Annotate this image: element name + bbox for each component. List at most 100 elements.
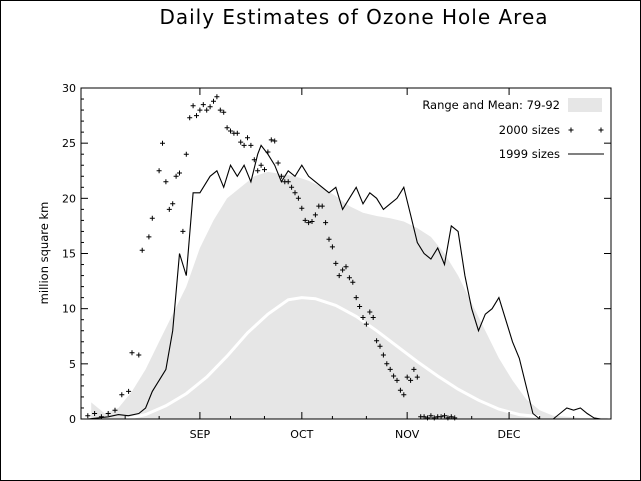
point-2000: [306, 220, 312, 226]
point-2000: [173, 173, 179, 179]
point-2000: [309, 219, 315, 224]
point-2000: [387, 366, 393, 372]
point-2000: [170, 201, 176, 207]
point-2000: [221, 109, 227, 115]
point-2000: [156, 168, 162, 174]
x-tick-label: NOV: [395, 428, 420, 441]
point-2000: [357, 304, 363, 309]
point-2000: [146, 234, 152, 240]
mean-line-79-92: [124, 296, 540, 421]
point-2000: [353, 295, 359, 301]
point-2000: [268, 137, 274, 143]
point-2000: [299, 205, 305, 211]
y-axis-label: million square km: [37, 202, 51, 305]
point-2000: [445, 415, 451, 421]
point-2000: [370, 315, 376, 320]
point-2000: [326, 236, 332, 242]
point-2000: [183, 151, 189, 157]
point-2000: [234, 130, 240, 136]
point-2000: [421, 414, 427, 420]
point-2000: [278, 173, 284, 179]
point-2000: [295, 195, 301, 201]
point-2000: [129, 350, 135, 356]
point-2000: [323, 220, 329, 226]
point-2000: [401, 392, 407, 398]
y-tick-label: 0: [69, 413, 76, 426]
point-2000: [211, 98, 216, 104]
point-2000: [258, 162, 264, 168]
legend-label: 1999 sizes: [499, 147, 560, 161]
point-2000: [425, 415, 430, 421]
legend-swatch-plus: [568, 127, 574, 133]
point-2000: [329, 244, 335, 250]
point-2000: [391, 373, 397, 379]
plot-area: 0 5 10 15 20 25 30 SEP OCT NOV DEC Range and Mean: …: [62, 82, 612, 441]
point-2000: [214, 94, 220, 100]
x-tick-label: SEP: [190, 428, 211, 441]
point-2000: [374, 338, 380, 344]
point-2000: [350, 279, 356, 285]
point-2000: [272, 138, 278, 144]
y-tick-label: 25: [62, 137, 76, 150]
point-2000: [397, 387, 403, 393]
point-2000: [238, 139, 244, 145]
x-tick-label: OCT: [290, 428, 313, 441]
y-tick-label: 10: [62, 303, 76, 316]
point-2000: [346, 275, 352, 281]
point-2000: [285, 179, 291, 185]
point-2000: [442, 413, 447, 419]
point-2000: [394, 377, 400, 383]
point-2000: [180, 228, 186, 234]
legend-swatch-band: [568, 98, 602, 112]
point-2000: [380, 352, 386, 358]
point-2000: [363, 321, 369, 327]
point-2000: [112, 407, 118, 413]
legend-label: 2000 sizes: [499, 123, 560, 137]
point-2000: [343, 264, 349, 270]
point-2000: [139, 247, 145, 253]
point-2000: [194, 113, 199, 119]
point-2000: [275, 160, 281, 166]
point-2000: [204, 107, 210, 113]
point-2000: [126, 388, 132, 394]
point-2000: [438, 414, 444, 420]
point-2000: [177, 170, 182, 176]
point-2000: [404, 374, 410, 380]
point-2000: [245, 135, 250, 141]
point-2000: [248, 142, 254, 148]
point-2000: [251, 157, 257, 163]
point-2000: [431, 415, 437, 421]
point-2000: [217, 107, 223, 113]
point-2000: [187, 115, 193, 121]
y-tick-label: 15: [62, 248, 76, 261]
point-2000: [224, 125, 230, 131]
point-2000: [262, 167, 267, 173]
point-2000: [92, 411, 98, 416]
legend-label: Range and Mean: 79-92: [422, 98, 560, 112]
point-2000: [319, 203, 325, 209]
y-tick-label: 5: [69, 358, 76, 371]
point-2000: [265, 149, 271, 155]
point-2000: [85, 413, 91, 419]
point-2000: [98, 414, 104, 420]
point-2000: [255, 168, 261, 174]
point-2000: [241, 142, 247, 148]
point-2000: [207, 104, 213, 110]
point-2000: [333, 260, 339, 266]
point-2000: [408, 377, 414, 383]
series-1999-line: [87, 144, 601, 420]
point-2000: [160, 140, 165, 146]
point-2000: [136, 352, 142, 358]
point-2000: [448, 414, 454, 420]
point-2000: [367, 309, 373, 315]
point-2000: [377, 343, 383, 349]
point-2000: [411, 366, 417, 372]
point-2000: [312, 212, 318, 218]
legend-swatch-plus: [598, 127, 604, 133]
point-2000: [289, 184, 295, 190]
point-2000: [292, 190, 298, 196]
point-2000: [360, 315, 366, 320]
chart-title: Daily Estimates of Ozone Hole Area: [159, 5, 548, 29]
